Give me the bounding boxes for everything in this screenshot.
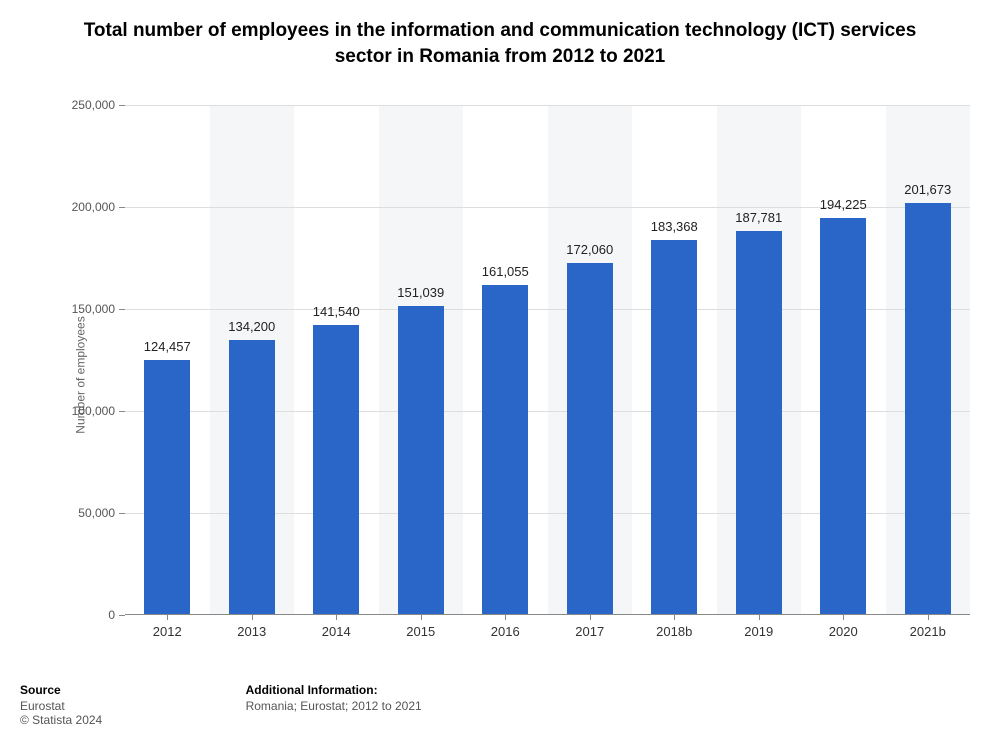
source-heading: Source bbox=[20, 683, 102, 697]
x-tick-label: 2017 bbox=[575, 624, 604, 639]
bar bbox=[736, 231, 782, 614]
y-tick-label: 0 bbox=[108, 608, 115, 622]
x-tick-label: 2020 bbox=[829, 624, 858, 639]
bar-value-label: 141,540 bbox=[276, 304, 396, 319]
y-tick bbox=[119, 615, 125, 616]
x-tick bbox=[590, 614, 591, 620]
y-tick bbox=[119, 309, 125, 310]
bar bbox=[229, 340, 275, 614]
x-tick-label: 2016 bbox=[491, 624, 520, 639]
y-tick-label: 200,000 bbox=[72, 200, 115, 214]
y-tick-label: 100,000 bbox=[72, 404, 115, 418]
bar-value-label: 187,781 bbox=[699, 210, 819, 225]
bar bbox=[905, 203, 951, 614]
x-tick bbox=[674, 614, 675, 620]
bar bbox=[820, 218, 866, 614]
x-tick bbox=[505, 614, 506, 620]
x-tick-label: 2012 bbox=[153, 624, 182, 639]
additional-info-block: Additional Information: Romania; Eurosta… bbox=[246, 683, 422, 713]
chart-area: Number of employees 050,000100,000150,00… bbox=[70, 95, 980, 655]
y-tick bbox=[119, 105, 125, 106]
additional-info-heading: Additional Information: bbox=[246, 683, 422, 697]
bar-value-label: 151,039 bbox=[361, 285, 481, 300]
y-tick bbox=[119, 207, 125, 208]
bar-value-label: 134,200 bbox=[192, 319, 312, 334]
x-tick-label: 2018b bbox=[656, 624, 692, 639]
bar bbox=[144, 360, 190, 614]
x-tick bbox=[167, 614, 168, 620]
bar bbox=[482, 285, 528, 614]
y-tick bbox=[119, 411, 125, 412]
bar bbox=[651, 240, 697, 614]
x-tick-label: 2021b bbox=[910, 624, 946, 639]
x-tick bbox=[252, 614, 253, 620]
y-tick-label: 150,000 bbox=[72, 302, 115, 316]
x-tick bbox=[421, 614, 422, 620]
copyright: © Statista 2024 bbox=[20, 713, 102, 727]
plot-area: 050,000100,000150,000200,000250,000124,4… bbox=[125, 105, 970, 615]
x-tick bbox=[928, 614, 929, 620]
bar bbox=[313, 325, 359, 614]
bar-value-label: 172,060 bbox=[530, 242, 650, 257]
x-tick-label: 2013 bbox=[237, 624, 266, 639]
x-tick-label: 2015 bbox=[406, 624, 435, 639]
chart-footer: Source Eurostat © Statista 2024 Addition… bbox=[20, 683, 980, 727]
x-tick-label: 2014 bbox=[322, 624, 351, 639]
bar-value-label: 201,673 bbox=[868, 182, 988, 197]
bar-value-label: 124,457 bbox=[107, 339, 227, 354]
bar bbox=[567, 263, 613, 614]
bar-value-label: 194,225 bbox=[783, 197, 903, 212]
source-block: Source Eurostat © Statista 2024 bbox=[20, 683, 102, 727]
additional-info-text: Romania; Eurostat; 2012 to 2021 bbox=[246, 699, 422, 713]
x-tick bbox=[843, 614, 844, 620]
chart-title: Total number of employees in the informa… bbox=[0, 0, 1000, 69]
bar bbox=[398, 306, 444, 614]
source-name: Eurostat bbox=[20, 699, 102, 713]
x-tick bbox=[759, 614, 760, 620]
grid-line bbox=[125, 105, 970, 106]
y-tick bbox=[119, 513, 125, 514]
x-tick-label: 2019 bbox=[744, 624, 773, 639]
y-tick-label: 250,000 bbox=[72, 98, 115, 112]
y-tick-label: 50,000 bbox=[78, 506, 115, 520]
bar-value-label: 161,055 bbox=[445, 264, 565, 279]
x-tick bbox=[336, 614, 337, 620]
